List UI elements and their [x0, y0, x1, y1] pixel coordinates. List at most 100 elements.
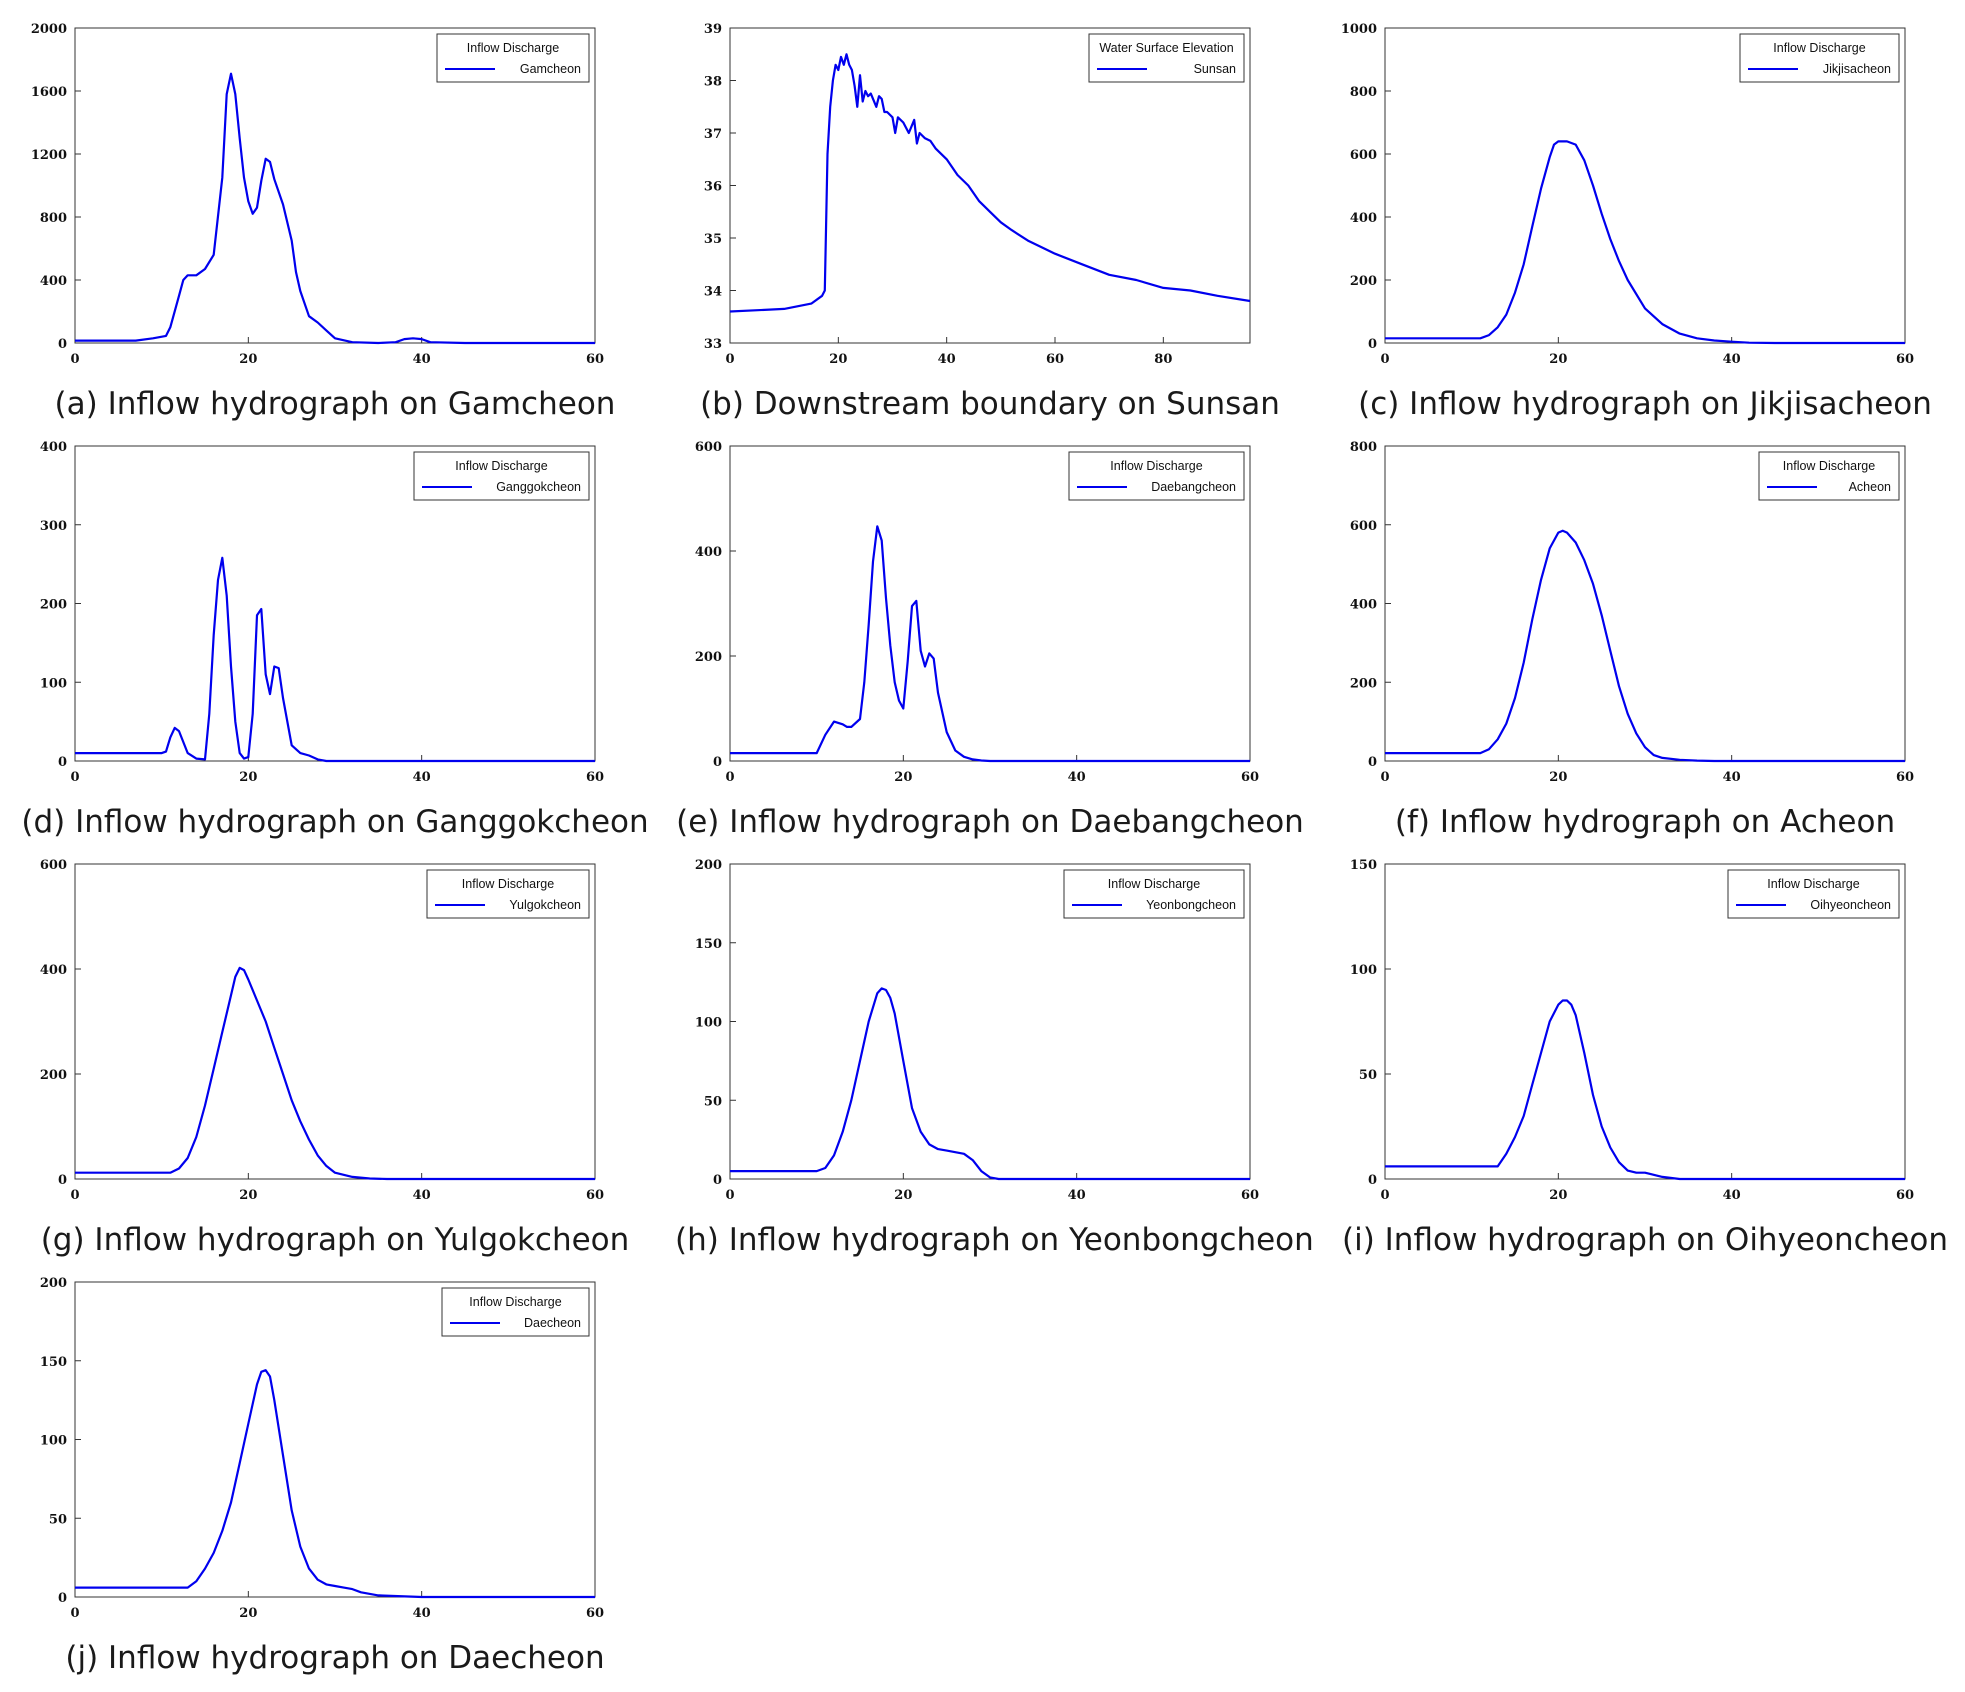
chart-g-legend-series: Yulgokcheon — [509, 898, 581, 912]
chart-c-ytick-label: 1000 — [1341, 22, 1377, 37]
chart-i-legend: Inflow Discharge Oihyeoncheon — [1727, 869, 1900, 919]
chart-a-ytick-label: 400 — [40, 274, 67, 289]
chart-b-xtick-label: 60 — [1046, 352, 1064, 367]
chart-f-xtick-label: 20 — [1549, 770, 1567, 785]
chart-b-xtick-label: 40 — [938, 352, 956, 367]
chart-a-legend-box — [436, 33, 590, 83]
chart-c-caption: (c) Inflow hydrograph on Jikjisacheon — [1358, 386, 1932, 422]
chart-c-series-line — [1385, 140, 1905, 345]
chart-b-legend: Water Surface Elevation Sunsan — [1088, 33, 1245, 83]
chart-panel-g: 0 200 400 600 0 20 40 60 Inflow Discharge Yulgokc… — [20, 854, 650, 1274]
chart-g-plot-frame — [74, 863, 596, 1180]
chart-h-legend: Inflow Discharge Yeonbongcheon — [1063, 869, 1245, 919]
chart-h-xtick-label: 20 — [894, 1188, 912, 1203]
chart-j-legend-series: Daecheon — [524, 1316, 581, 1330]
chart-g-ytick-label: 0 — [58, 1173, 67, 1188]
chart-a-legend: Inflow Discharge Gamcheon — [436, 33, 590, 83]
chart-i-xtick-label: 40 — [1723, 1188, 1741, 1203]
chart-c-svg: 0 200 400 600 800 1000 0 20 40 60 Inflow Discharge… — [1341, 22, 1914, 367]
chart-a-legend-title: Inflow Discharge — [467, 41, 559, 55]
chart-a-xtick-label: 60 — [586, 352, 604, 367]
chart-d-legend-series: Ganggokcheon — [496, 480, 581, 494]
chart-d-ytick-label: 400 — [40, 440, 67, 455]
chart-d-svg: 0 100 200 300 400 0 20 40 60 Inflow Discharge Gang… — [40, 440, 604, 785]
chart-c-xtick-label: 20 — [1549, 352, 1567, 367]
chart-g-xtick-label: 60 — [586, 1188, 604, 1203]
chart-j-xtick-label: 20 — [239, 1606, 257, 1621]
chart-g-svg: 0 200 400 600 0 20 40 60 Inflow Discharge Yulgokc… — [40, 858, 604, 1203]
chart-g-ytick-label: 200 — [40, 1068, 67, 1083]
chart-j-xtick-label: 0 — [70, 1606, 79, 1621]
chart-i-xtick-label: 20 — [1549, 1188, 1567, 1203]
chart-i-xtick-label: 0 — [1380, 1188, 1389, 1203]
chart-c-ytick-label: 400 — [1350, 211, 1377, 226]
chart-h-ytick-label: 0 — [713, 1173, 722, 1188]
chart-h-series-line — [730, 987, 1250, 1181]
chart-a-ytick-label: 800 — [40, 211, 67, 226]
chart-g-series-line — [75, 966, 595, 1181]
chart-f-xtick-label: 0 — [1380, 770, 1389, 785]
chart-panel-e: 0 200 400 600 0 20 40 60 Inflow Discharge Daebang… — [675, 436, 1305, 856]
chart-d-xtick-label: 20 — [239, 770, 257, 785]
chart-c-ytick-label: 600 — [1350, 148, 1377, 163]
chart-panel-a: 0 400 800 1200 1600 2000 0 20 40 60 Inflow Dischar… — [20, 18, 650, 438]
chart-e-legend-title: Inflow Discharge — [1110, 459, 1202, 473]
chart-c-ytick-label: 800 — [1350, 85, 1377, 100]
chart-e-xtick-label: 0 — [725, 770, 734, 785]
chart-h-ytick-label: 100 — [695, 1016, 722, 1031]
chart-i-svg: 0 50 100 150 0 20 40 60 Inflow Discharge Oihyeonc… — [1350, 858, 1914, 1203]
chart-h-svg: 0 50 100 150 200 0 20 40 60 Inflow Discharge Yeonb… — [695, 858, 1259, 1203]
chart-a-plot-frame — [74, 27, 596, 344]
chart-f-ytick-label: 600 — [1350, 519, 1377, 534]
chart-d-series-line — [75, 556, 595, 763]
chart-d-caption: (d) Inflow hydrograph on Ganggokcheon — [21, 804, 649, 840]
chart-j-ytick-label: 200 — [40, 1276, 67, 1291]
chart-b-legend-series: Sunsan — [1194, 62, 1236, 76]
chart-g-legend-title: Inflow Discharge — [462, 877, 554, 891]
chart-b-ytick-label: 35 — [704, 232, 722, 247]
chart-f-ytick-label: 0 — [1368, 755, 1377, 770]
chart-d-legend: Inflow Discharge Ganggokcheon — [413, 451, 590, 501]
chart-i-ytick-label: 50 — [1359, 1068, 1377, 1083]
chart-c-xtick-label: 60 — [1896, 352, 1914, 367]
chart-b-caption: (b) Downstream boundary on Sunsan — [700, 386, 1280, 422]
chart-a-xtick-label: 20 — [239, 352, 257, 367]
chart-f-ytick-label: 400 — [1350, 598, 1377, 613]
chart-d-ytick-label: 200 — [40, 598, 67, 613]
chart-f-ytick-label: 200 — [1350, 676, 1377, 691]
chart-a-legend-series: Gamcheon — [520, 62, 581, 76]
chart-b-ytick-label: 34 — [704, 285, 722, 300]
chart-a-xtick-label: 40 — [413, 352, 431, 367]
chart-b-xtick-label: 20 — [829, 352, 847, 367]
chart-g-caption: (g) Inflow hydrograph on Yulgokcheon — [40, 1222, 630, 1258]
chart-panel-b: 33 34 35 36 37 38 39 0 20 40 60 80 Water Surface Ele… — [675, 18, 1305, 438]
chart-e-ytick-label: 200 — [695, 650, 722, 665]
chart-h-xtick-label: 0 — [725, 1188, 734, 1203]
chart-panel-j: 0 50 100 150 200 0 20 40 60 Inflow Discharge Daech… — [20, 1272, 650, 1692]
chart-b-ytick-label: 33 — [704, 337, 722, 352]
chart-j-ytick-label: 50 — [49, 1512, 67, 1527]
chart-i-caption: (i) Inflow hydrograph on Oihyeoncheon — [1342, 1222, 1948, 1258]
chart-i-xtick-label: 60 — [1896, 1188, 1914, 1203]
chart-f-xtick-label: 40 — [1723, 770, 1741, 785]
chart-c-ytick-label: 0 — [1368, 337, 1377, 352]
chart-h-legend-title: Inflow Discharge — [1108, 877, 1200, 891]
chart-a-ytick-label: 2000 — [31, 22, 67, 37]
chart-e-legend-series: Daebangcheon — [1151, 480, 1236, 494]
chart-c-xtick-label: 0 — [1380, 352, 1389, 367]
chart-i-legend-box — [1727, 869, 1900, 919]
chart-e-ytick-label: 600 — [695, 440, 722, 455]
chart-h-xtick-label: 40 — [1068, 1188, 1086, 1203]
chart-panel-h: 0 50 100 150 200 0 20 40 60 Inflow Discharge Yeonb… — [675, 854, 1314, 1274]
chart-j-ytick-label: 100 — [40, 1434, 67, 1449]
chart-a-svg: 0 400 800 1200 1600 2000 0 20 40 60 Inflow Dischar… — [31, 22, 604, 367]
chart-e-ytick-label: 400 — [695, 545, 722, 560]
chart-b-xtick-label: 80 — [1154, 352, 1172, 367]
chart-d-xtick-label: 40 — [413, 770, 431, 785]
chart-j-legend: Inflow Discharge Daecheon — [441, 1287, 590, 1337]
chart-h-legend-series: Yeonbongcheon — [1146, 898, 1236, 912]
chart-h-legend-box — [1063, 869, 1245, 919]
chart-g-xtick-label: 20 — [239, 1188, 257, 1203]
chart-e-xtick-label: 40 — [1068, 770, 1086, 785]
chart-d-legend-title: Inflow Discharge — [455, 459, 547, 473]
